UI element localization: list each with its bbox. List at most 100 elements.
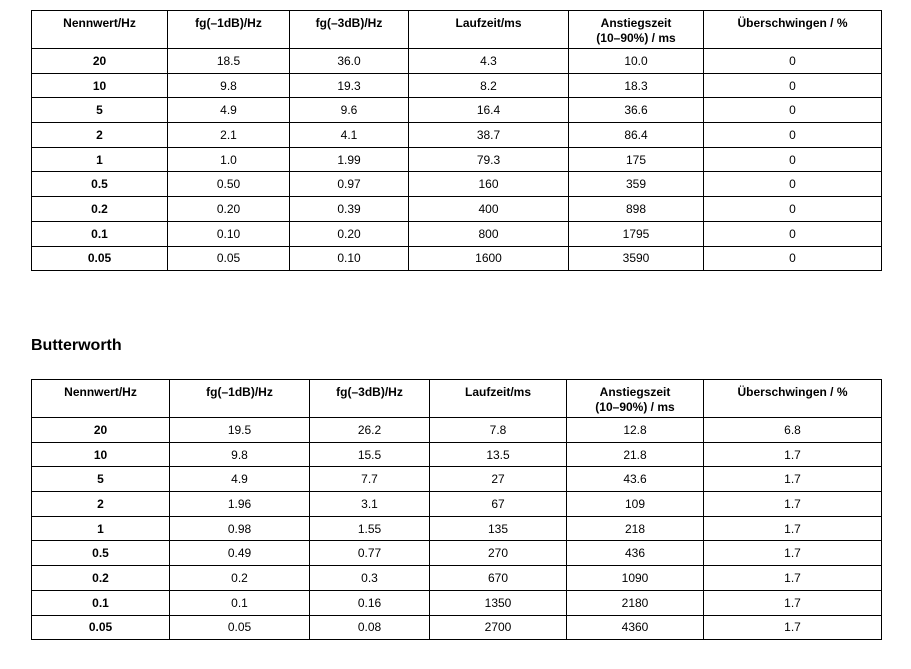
table-cell: 0.08 (309, 614, 430, 641)
table-cell: 10.0 (568, 48, 704, 74)
table-cell: 0.3 (309, 565, 430, 591)
table-cell: 0.2 (31, 196, 168, 222)
table-cell: 20 (31, 417, 170, 443)
table-cell: 13.5 (429, 441, 567, 468)
table-cell: 1795 (568, 220, 704, 247)
table-cell: 5 (31, 97, 168, 124)
table-cell: 43.6 (566, 466, 704, 493)
table-row: 20 18.5 36.0 4.3 10.0 0 (31, 48, 882, 74)
table-cell: 1.7 (703, 565, 882, 591)
header-cell: Anstiegszeit (10–90%) / ms (566, 379, 704, 418)
table-cell: 359 (568, 171, 704, 198)
header-cell: Nennwert/Hz (31, 379, 170, 418)
table-cell: 0 (703, 72, 882, 99)
table-cell: 0.98 (169, 515, 310, 542)
table-cell: 1.7 (703, 466, 882, 493)
header-cell: fg(–1dB)/Hz (167, 10, 290, 49)
table-row: 0.1 0.10 0.20 800 1795 0 (31, 220, 882, 247)
table-cell: 79.3 (408, 146, 569, 173)
table-cell: 0 (703, 196, 882, 222)
table-cell: 9.8 (169, 441, 310, 468)
table-row: 0.1 0.1 0.16 1350 2180 1.7 (31, 589, 882, 616)
table-cell: 0 (703, 245, 882, 272)
table-cell: 0.77 (309, 540, 430, 567)
table-row: 0.2 0.20 0.39 400 898 0 (31, 196, 882, 222)
table-cell: 0.10 (289, 245, 409, 272)
table-cell: 7.7 (309, 466, 430, 493)
table-cell: 9.8 (167, 72, 290, 99)
table-cell: 18.5 (167, 48, 290, 74)
table-cell: 0.49 (169, 540, 310, 567)
table-row: 20 19.5 26.2 7.8 12.8 6.8 (31, 417, 882, 443)
table-cell: 400 (408, 196, 569, 222)
table-cell: 0.20 (167, 196, 290, 222)
table-cell: 1.55 (309, 515, 430, 542)
table-cell: 0.05 (31, 614, 170, 641)
table-cell: 19.3 (289, 72, 409, 99)
table-row: 10 9.8 19.3 8.2 18.3 0 (31, 72, 882, 99)
table-row: 2 1.96 3.1 67 109 1.7 (31, 491, 882, 517)
table-cell: 2700 (429, 614, 567, 641)
table-cell: 4.1 (289, 122, 409, 148)
table-cell: 4360 (566, 614, 704, 641)
table-cell: 3590 (568, 245, 704, 272)
table-cell: 135 (429, 515, 567, 542)
table-cell: 26.2 (309, 417, 430, 443)
table-cell: 0.1 (31, 220, 168, 247)
table-row: 5 4.9 7.7 27 43.6 1.7 (31, 466, 882, 493)
table-cell: 270 (429, 540, 567, 567)
table-cell: 15.5 (309, 441, 430, 468)
table-cell: 0.20 (289, 220, 409, 247)
table-cell: 0.05 (169, 614, 310, 641)
table-cell: 1.0 (167, 146, 290, 173)
table-row: 5 4.9 9.6 16.4 36.6 0 (31, 97, 882, 124)
table-cell: 36.6 (568, 97, 704, 124)
table-cell: 38.7 (408, 122, 569, 148)
table-cell: 0.2 (169, 565, 310, 591)
table-cell: 1.7 (703, 589, 882, 616)
header-cell: Laufzeit/ms (429, 379, 567, 418)
table-cell: 109 (566, 491, 704, 517)
table-cell: 1.7 (703, 540, 882, 567)
header-cell: Überschwingen / % (703, 10, 882, 49)
table-row: 0.5 0.50 0.97 160 359 0 (31, 171, 882, 198)
table-row: 10 9.8 15.5 13.5 21.8 1.7 (31, 441, 882, 468)
table-cell: 0.1 (169, 589, 310, 616)
table-cell: 0.39 (289, 196, 409, 222)
table-cell: 4.3 (408, 48, 569, 74)
table-cell: 9.6 (289, 97, 409, 124)
table-cell: 436 (566, 540, 704, 567)
table-cell: 1.7 (703, 441, 882, 468)
table-cell: 800 (408, 220, 569, 247)
table-cell: 86.4 (568, 122, 704, 148)
header-row: Nennwert/Hz fg(–1dB)/Hz fg(–3dB)/Hz Laufzei… (31, 379, 882, 418)
table-cell: 67 (429, 491, 567, 517)
table-cell: 16.4 (408, 97, 569, 124)
table: Nennwert/Hz fg(–1dB)/Hz fg(–3dB)/Hz Laufzei… (31, 379, 882, 641)
table-cell: 3.1 (309, 491, 430, 517)
table-cell: 0 (703, 220, 882, 247)
table-cell: 0 (703, 171, 882, 198)
table-row: 0.5 0.49 0.77 270 436 1.7 (31, 540, 882, 567)
table-row: 2 2.1 4.1 38.7 86.4 0 (31, 122, 882, 148)
table-cell: 160 (408, 171, 569, 198)
table-cell: 0.05 (167, 245, 290, 272)
table-cell: 1 (31, 146, 168, 173)
table-cell: 1.7 (703, 515, 882, 542)
table-cell: 0 (703, 146, 882, 173)
table: Nennwert/Hz fg(–1dB)/Hz fg(–3dB)/Hz Laufzei… (31, 10, 882, 272)
table-cell: 0.2 (31, 565, 170, 591)
table-row: 0.05 0.05 0.10 1600 3590 0 (31, 245, 882, 272)
table-cell: 7.8 (429, 417, 567, 443)
header-cell: Anstiegszeit (10–90%) / ms (568, 10, 704, 49)
table-cell: 0.1 (31, 589, 170, 616)
table-cell: 5 (31, 466, 170, 493)
table-cell: 670 (429, 565, 567, 591)
table-cell: 175 (568, 146, 704, 173)
table-cell: 18.3 (568, 72, 704, 99)
table-cell: 0 (703, 97, 882, 124)
table-cell: 0.97 (289, 171, 409, 198)
table-cell: 0 (703, 48, 882, 74)
table-cell: 4.9 (167, 97, 290, 124)
